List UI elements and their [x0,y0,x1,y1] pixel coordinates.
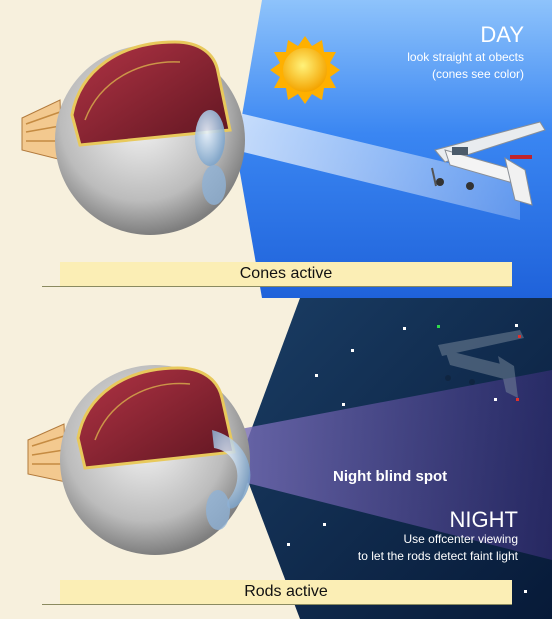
rods-label-bar [60,580,512,604]
day-instruction-line1: look straight at obects [407,50,524,64]
day-title: DAY [480,22,524,47]
sun-icon [270,36,340,104]
airplane-icon [438,330,524,398]
night-instruction-line2: to let the rods detect faint light [357,549,518,563]
rods-active-label: Rods active [244,583,328,600]
night-instruction-line1: Use offcenter viewing [403,532,518,546]
night-title: NIGHT [449,507,518,532]
cones-label-underline [42,286,512,287]
cones-active-label: Cones active [239,265,333,282]
eyeball-icon [27,365,251,555]
night-light-beam [85,370,552,560]
rods-label-underline [42,604,512,605]
day-instruction-line2: (cones see color) [431,67,524,81]
star-icon [287,324,527,593]
cones-label-bar [60,262,512,286]
night-blind-spot-label: Night blind spot [333,468,448,485]
eyeball-icon [21,40,245,235]
airplane-icon [431,121,546,206]
